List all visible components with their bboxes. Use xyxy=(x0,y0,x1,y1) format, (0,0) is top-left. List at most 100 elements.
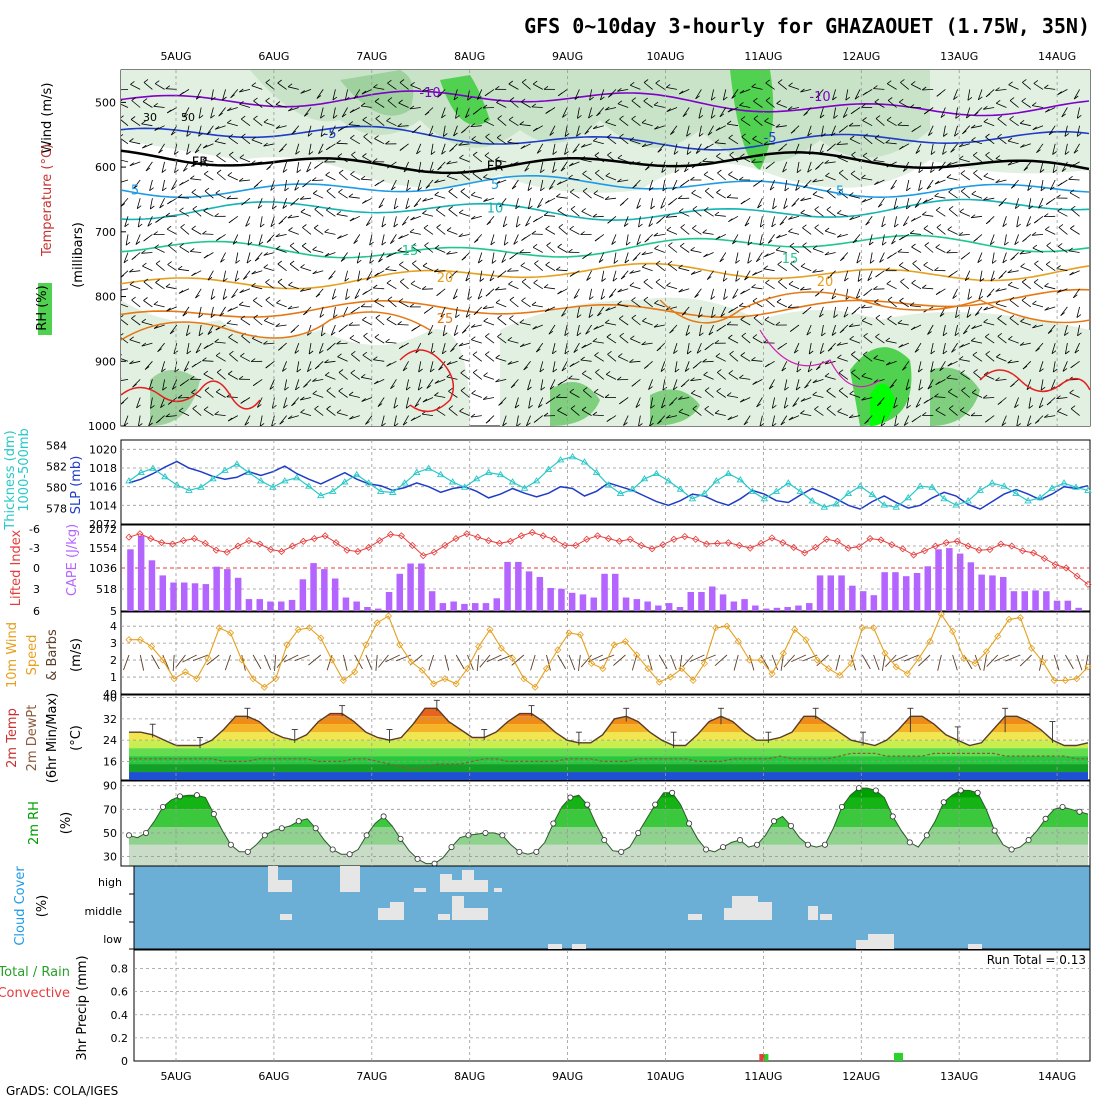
wind-barb-flag xyxy=(223,278,228,282)
wind-barb xyxy=(833,306,836,318)
wind-barb xyxy=(413,197,422,208)
wind-barb xyxy=(996,102,1007,108)
wind-barb xyxy=(386,120,397,127)
wind-barb-flag xyxy=(922,211,927,216)
wind-barb xyxy=(239,89,251,93)
wind-barb-flag xyxy=(250,358,256,362)
wind-barb xyxy=(666,107,678,112)
wind-barb-flag xyxy=(832,96,837,101)
wind-barb-flag xyxy=(775,246,781,251)
wind-barb-flag xyxy=(422,197,427,202)
wind-barb xyxy=(508,161,519,167)
wind-barb-flag xyxy=(899,236,904,241)
wind-barb xyxy=(759,415,763,426)
wind-barb xyxy=(1061,107,1068,118)
wind-barb xyxy=(692,208,702,217)
wind-barb xyxy=(228,137,239,145)
wind-barb-flag xyxy=(272,205,277,210)
wind-barb-flag xyxy=(374,298,379,302)
wind-barb-flag xyxy=(275,233,281,238)
wind-barb-flag xyxy=(594,237,600,242)
wind-barb xyxy=(497,118,507,127)
wind-barb-flag xyxy=(814,224,819,229)
wind-barb xyxy=(509,299,519,308)
wind-barb xyxy=(698,306,702,318)
li-tick: 3 xyxy=(33,583,40,596)
wind-barb xyxy=(983,306,995,311)
thickness-marker xyxy=(880,501,889,508)
wind-barb-flag xyxy=(497,333,502,337)
wind-barb-flag xyxy=(196,95,201,100)
wind-barb-flag xyxy=(695,95,700,100)
thickness-line xyxy=(128,456,1089,508)
rh-marker xyxy=(261,832,268,839)
precip-tick: 0.4 xyxy=(111,1009,129,1022)
rh-marker xyxy=(363,832,370,839)
wind-barb-flag xyxy=(1007,137,1013,142)
wind-barb-flag xyxy=(564,332,569,337)
wind-barb xyxy=(562,107,568,118)
precip-convective-bar xyxy=(759,1054,765,1061)
wind-barb xyxy=(592,215,604,218)
wind-speed-marker xyxy=(147,642,156,651)
wind-barb xyxy=(539,361,544,373)
wind-barb xyxy=(183,107,190,118)
wind-barb-flag xyxy=(422,262,428,267)
wind-barb-flag xyxy=(893,404,898,409)
wind-barb-flag xyxy=(130,116,136,120)
wind-barb-flag xyxy=(974,312,980,316)
wind-speed-marker xyxy=(452,680,460,688)
wind-barb-flag xyxy=(239,154,245,159)
wind-barb-flag xyxy=(300,90,305,94)
wind-barb xyxy=(507,141,519,145)
wind-barb-flag xyxy=(489,277,495,282)
wind-barb-flag xyxy=(935,244,940,248)
cloud-gap xyxy=(856,940,868,949)
cape-bar xyxy=(321,569,328,611)
wind-barb-flag xyxy=(930,368,936,373)
wind-barb-flag xyxy=(409,105,415,110)
wind-barb-flag xyxy=(167,401,173,405)
wind-barb-flag xyxy=(914,348,920,353)
wind-barb-flag xyxy=(1027,422,1032,426)
wind-barb xyxy=(465,107,470,118)
wind-barb xyxy=(600,89,605,101)
wind-barb-flag xyxy=(337,127,343,132)
wind-barb-flag xyxy=(775,321,781,326)
wind-barb-flag xyxy=(1039,169,1045,173)
lifted-index-marker xyxy=(615,537,623,545)
wind-barb-flag xyxy=(666,282,671,286)
wind-barb-flag xyxy=(220,258,225,263)
wind-barb xyxy=(958,234,970,236)
wind-barb-flag xyxy=(385,140,390,145)
wind-barb-flag xyxy=(141,342,147,347)
wind-barb xyxy=(324,252,336,257)
wind-barb-flag xyxy=(593,388,599,393)
surface-wind-barb xyxy=(760,654,770,670)
wind-barb-flag xyxy=(398,99,403,104)
wind-barb xyxy=(691,392,702,398)
wind-barb xyxy=(885,142,897,145)
wind-barb-flag xyxy=(680,383,686,388)
wind-barb-flag xyxy=(607,219,612,224)
cape-bar xyxy=(590,597,597,611)
rh-marker xyxy=(872,787,879,794)
wind-barb xyxy=(1070,228,1080,235)
wind-barb xyxy=(849,415,861,419)
wind-barb-flag xyxy=(900,79,905,83)
wind-barb xyxy=(1069,392,1080,398)
wind-barb xyxy=(265,299,275,308)
wind-barb-flag xyxy=(294,350,300,354)
wind-barb-flag xyxy=(486,221,492,226)
wind-barb xyxy=(862,120,873,127)
wind-barb-flag xyxy=(228,134,234,138)
wind-barb-flag xyxy=(341,113,347,118)
wind-barb-flag xyxy=(470,324,476,328)
wind-barb xyxy=(863,136,873,145)
wind-barb xyxy=(887,100,897,108)
wind-barb xyxy=(123,415,129,426)
wind-speed-marker xyxy=(249,675,257,683)
wind-barb-flag xyxy=(143,79,149,83)
wind-barb-flag xyxy=(580,231,585,235)
wind-barb xyxy=(756,397,763,408)
